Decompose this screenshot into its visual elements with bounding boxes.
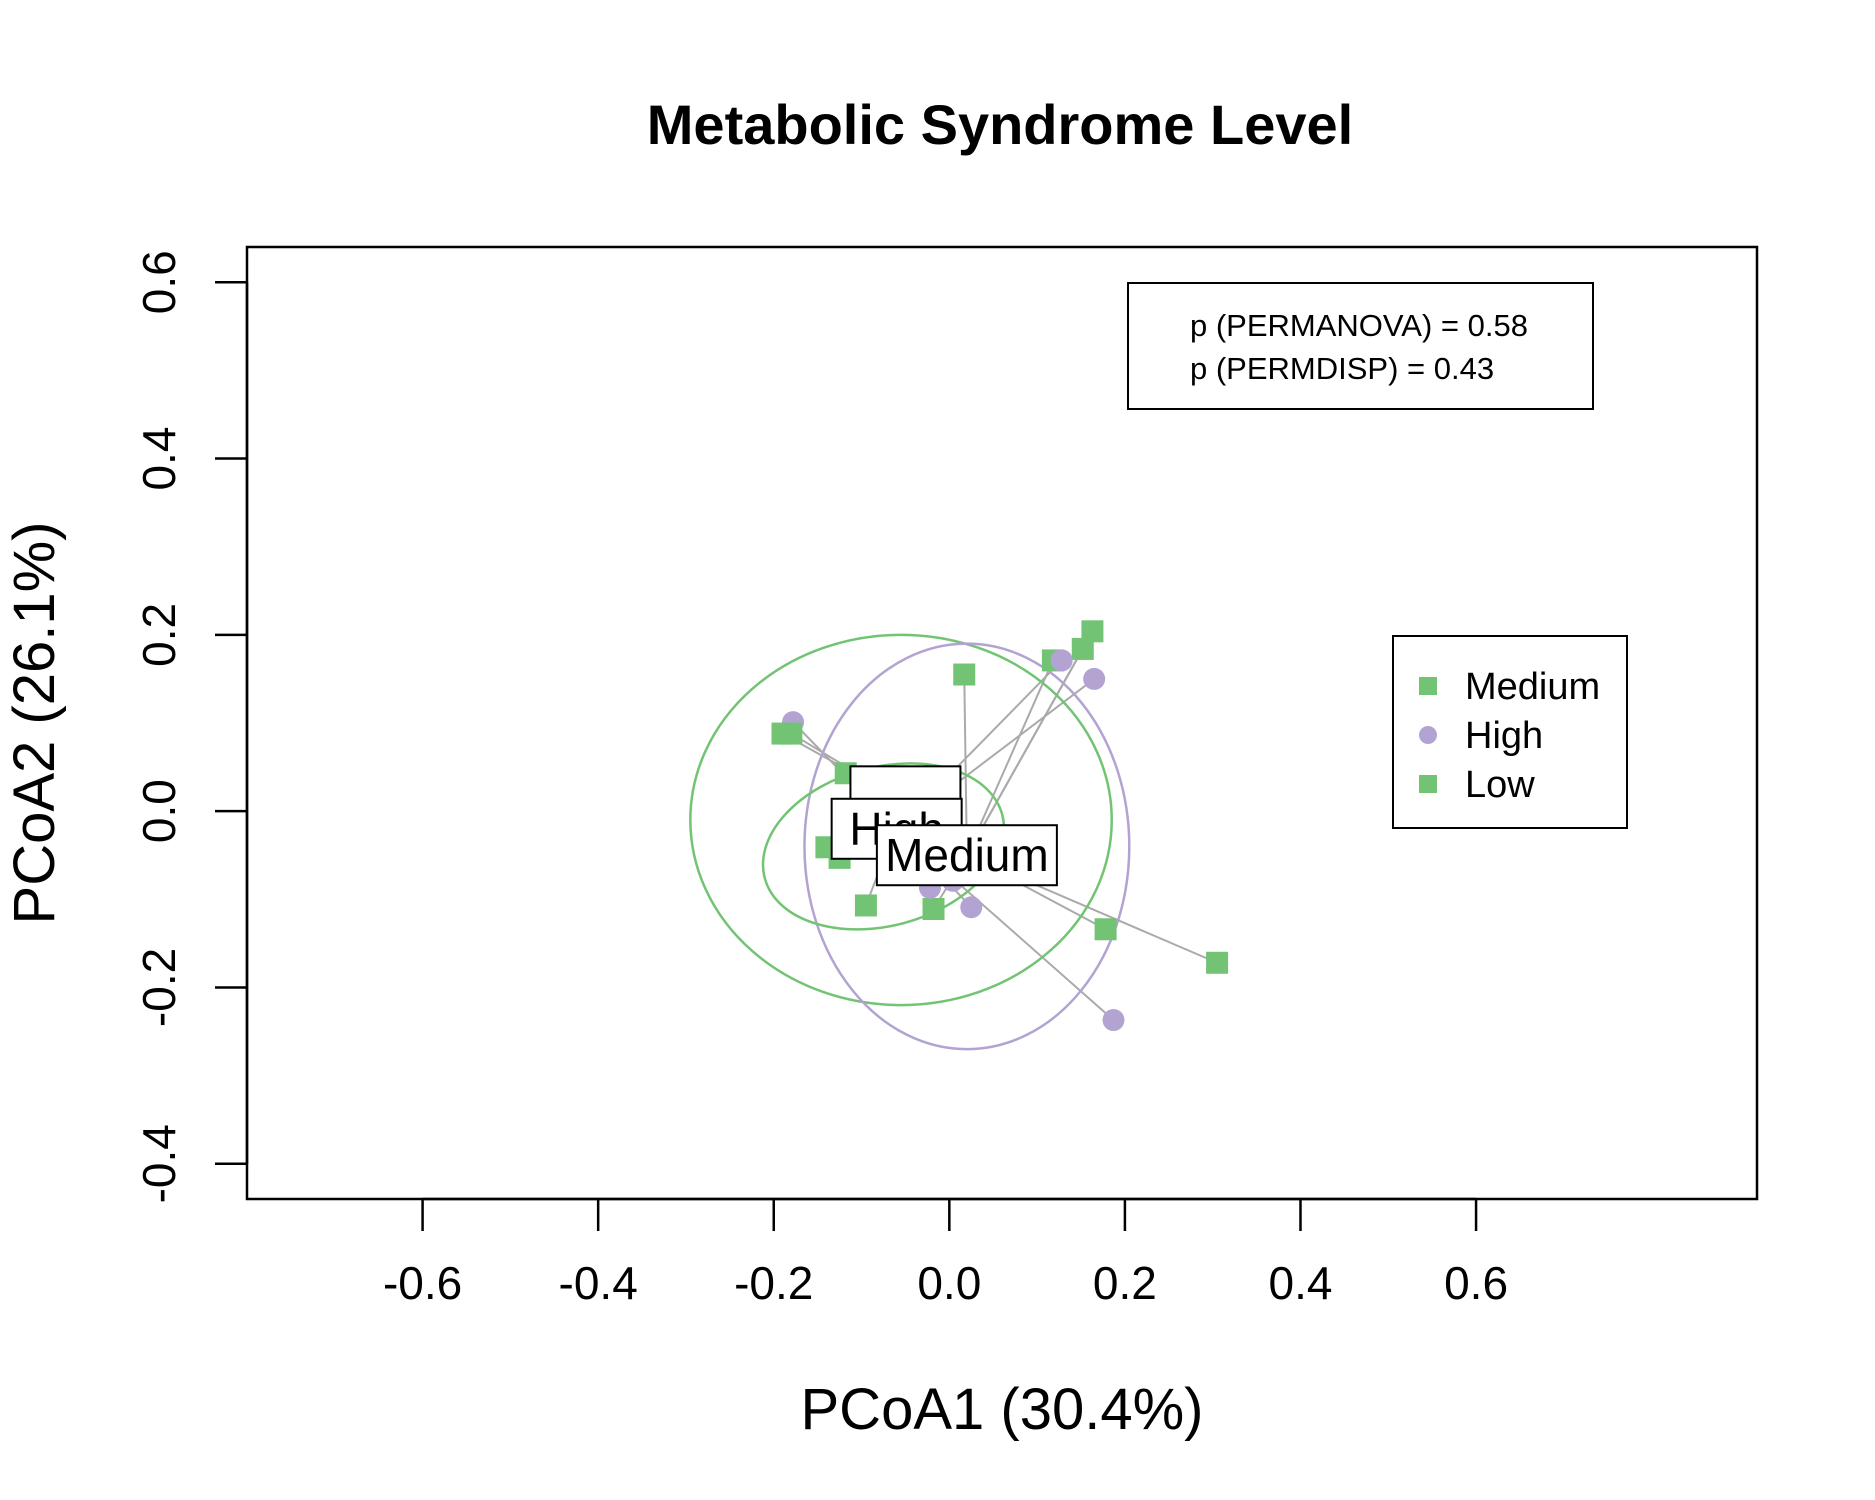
x-axis: -0.6 -0.4 -0.2 0.0 0.2 0.4 0.6 (383, 1197, 1508, 1309)
legend-marker-low (1419, 775, 1437, 793)
permdisp-text: p (PERMDISP) = 0.43 (1190, 351, 1494, 386)
y-tick-label: -0.2 (133, 948, 185, 1027)
point-medium (1094, 918, 1117, 941)
x-tick-label: -0.4 (559, 1257, 638, 1309)
permanova-text: p (PERMANOVA) = 0.58 (1190, 308, 1528, 343)
x-tick-label: -0.6 (383, 1257, 462, 1309)
legend-label-high: High (1465, 715, 1543, 757)
point-low (780, 722, 803, 745)
dispersion-ellipse (689, 633, 1113, 1007)
y-tick-label: 0.2 (133, 603, 185, 667)
x-tick-label: 0.6 (1444, 1257, 1508, 1309)
point-medium (1206, 951, 1229, 974)
point-high (1102, 1009, 1125, 1032)
point-high (1083, 667, 1106, 690)
y-tick-label: 0.4 (133, 427, 185, 491)
stats-box-frame (1127, 282, 1594, 410)
point-medium (922, 897, 945, 920)
x-tick-label: 0.2 (1093, 1257, 1157, 1309)
x-tick-label: 0.4 (1269, 1257, 1333, 1309)
plot-area: High Medium (245, 245, 1759, 1201)
x-tick-label: 0.0 (917, 1257, 981, 1309)
y-tick-label: 0.0 (133, 779, 185, 843)
y-axis: -0.4 -0.2 0.0 0.2 0.4 0.6 (133, 250, 249, 1203)
legend-label-medium: Medium (1465, 666, 1600, 708)
chart-title: Metabolic Syndrome Level (647, 93, 1353, 156)
y-tick-label: 0.6 (133, 250, 185, 314)
point-medium (1071, 637, 1094, 660)
legend-label-low: Low (1465, 764, 1535, 806)
point-medium (1081, 620, 1104, 643)
dispersion-ellipse (803, 642, 1131, 1051)
stats-box: p (PERMANOVA) = 0.58 p (PERMDISP) = 0.43 (1127, 282, 1594, 410)
spider-line (965, 660, 1054, 856)
y-axis-title: PCoA2 (26.1%) (2, 522, 67, 925)
x-axis-title: PCoA1 (30.4%) (801, 1377, 1204, 1442)
legend: Medium High Low (1392, 635, 1628, 829)
centroid-labels: HighMedium (830, 765, 1058, 887)
legend-marker-high (1419, 726, 1437, 744)
centroid-box-medium (875, 824, 1058, 887)
point-low (854, 894, 877, 917)
y-tick-label: -0.4 (133, 1124, 185, 1203)
legend-marker-medium (1419, 677, 1437, 695)
x-tick-label: -0.2 (734, 1257, 813, 1309)
point-high (960, 896, 983, 919)
point-high (1050, 649, 1073, 672)
point-medium (953, 663, 976, 686)
centroid-label-medium: Medium (885, 829, 1049, 881)
dispersion-ellipses (689, 633, 1131, 1051)
